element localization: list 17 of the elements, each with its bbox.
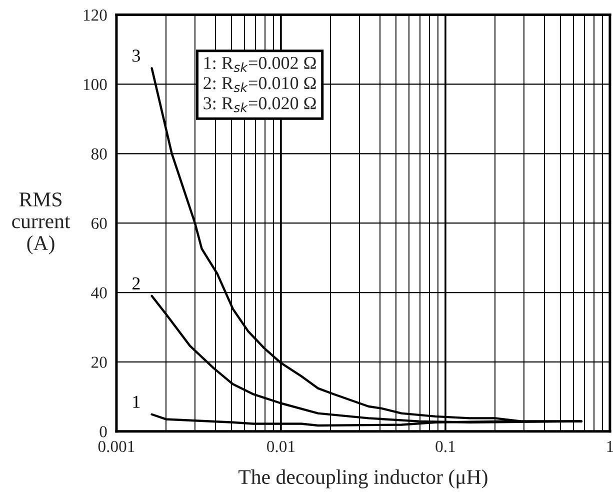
series-label: 2	[132, 277, 140, 290]
x-tick-label: 1	[607, 440, 613, 452]
x-tick-label: 0.01	[267, 440, 295, 452]
y-axis-title: RMS current (A)	[12, 192, 70, 254]
series-label: 3	[132, 50, 140, 62]
x-tick-label: 0.001	[98, 440, 134, 452]
y-tick-label: 20	[92, 356, 107, 368]
y-tick-label: 40	[91, 287, 107, 298]
y-tick-label: 0	[100, 426, 107, 438]
x-axis-title: The decoupling inductor (μH)	[238, 469, 488, 488]
y-tick-label: 120	[84, 9, 107, 21]
text: 1: R$_{sk}$=0.002 Ω 2: R$_{sk}$=0.010 Ω 3: R$_{sk}$=0.020 Ω	[204, 56, 316, 112]
y-tick-label: 80	[91, 148, 107, 160]
x-tick-label: 0.1	[436, 440, 455, 452]
series-label: 1	[133, 396, 140, 408]
y-tick-label: 60	[91, 218, 107, 230]
y-tick-label: 100	[84, 78, 107, 90]
